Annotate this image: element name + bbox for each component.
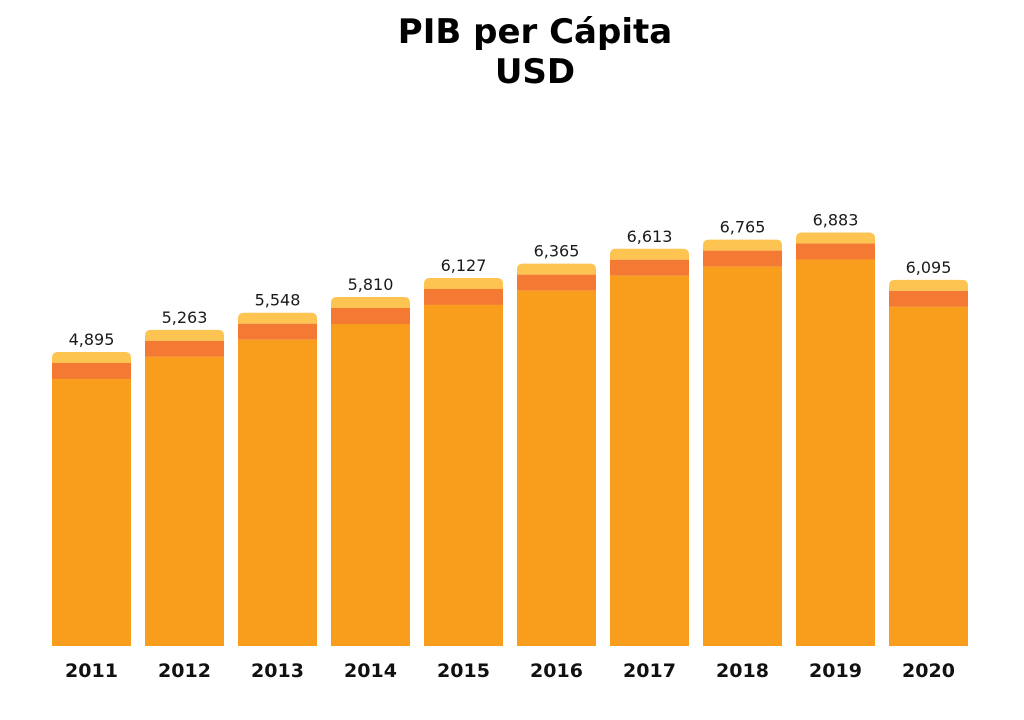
bar (703, 266, 782, 646)
x-tick-label: 2019 (809, 660, 862, 682)
bar (52, 378, 131, 646)
data-label: 6,613 (627, 227, 673, 246)
bar-band (145, 340, 224, 357)
bar-cap (889, 279, 968, 291)
bar-group: 5,263 2012 (145, 308, 224, 682)
bar-band (889, 290, 968, 307)
bar-group: 5,810 2014 (331, 275, 410, 682)
bar-band (796, 243, 875, 260)
bar-band (52, 362, 131, 379)
bar-group: 6,095 2020 (889, 258, 968, 682)
bar-group: 6,365 2016 (517, 242, 596, 682)
data-label: 6,883 (813, 211, 859, 230)
bar (796, 259, 875, 646)
x-tick-label: 2016 (530, 660, 583, 682)
data-label: 6,095 (906, 258, 952, 277)
data-label: 5,263 (162, 308, 208, 327)
bar-cap (610, 248, 689, 260)
x-tick-label: 2014 (344, 660, 397, 682)
bar-cap (238, 312, 317, 324)
x-tick-label: 2018 (716, 660, 769, 682)
bar-band (703, 250, 782, 267)
data-label: 6,127 (441, 256, 487, 275)
bar-band (238, 323, 317, 340)
bar-band (517, 274, 596, 291)
data-label: 6,765 (720, 218, 766, 237)
bar (331, 323, 410, 646)
x-tick-label: 2012 (158, 660, 211, 682)
bar-group: 5,548 2013 (238, 291, 317, 682)
x-tick-label: 2013 (251, 660, 304, 682)
bar-cap (424, 277, 503, 289)
bar-cap (145, 329, 224, 341)
bar (517, 290, 596, 646)
x-tick-label: 2017 (623, 660, 676, 682)
bar-cap (796, 232, 875, 244)
bar-group: 6,613 2017 (610, 227, 689, 682)
bar-cap (331, 296, 410, 308)
bar-group: 6,765 2018 (703, 218, 782, 682)
x-tick-label: 2015 (437, 660, 490, 682)
bar-cap (517, 263, 596, 275)
bar-band (331, 307, 410, 324)
chart-title: PIB per Cápita (397, 12, 673, 52)
x-tick-label: 2020 (902, 660, 955, 682)
data-label: 5,810 (348, 275, 394, 294)
bar-group: 6,127 2015 (424, 256, 503, 682)
data-label: 5,548 (255, 291, 301, 310)
bar (610, 275, 689, 646)
chart-subtitle: USD (494, 52, 576, 92)
x-tick-label: 2011 (65, 660, 118, 682)
bar-group: 4,895 2011 (52, 330, 131, 682)
bar (145, 356, 224, 646)
bar (424, 304, 503, 646)
data-label: 6,365 (534, 242, 580, 261)
bar-cap (52, 351, 131, 363)
chart-title-block: PIB per Cápita USD (0, 12, 1024, 92)
bar-band (610, 259, 689, 276)
bar (238, 339, 317, 646)
bar (889, 306, 968, 646)
bar-band (424, 288, 503, 305)
bar-group: 6,883 2019 (796, 211, 875, 682)
bar-cap (703, 239, 782, 251)
data-label: 4,895 (69, 330, 115, 349)
